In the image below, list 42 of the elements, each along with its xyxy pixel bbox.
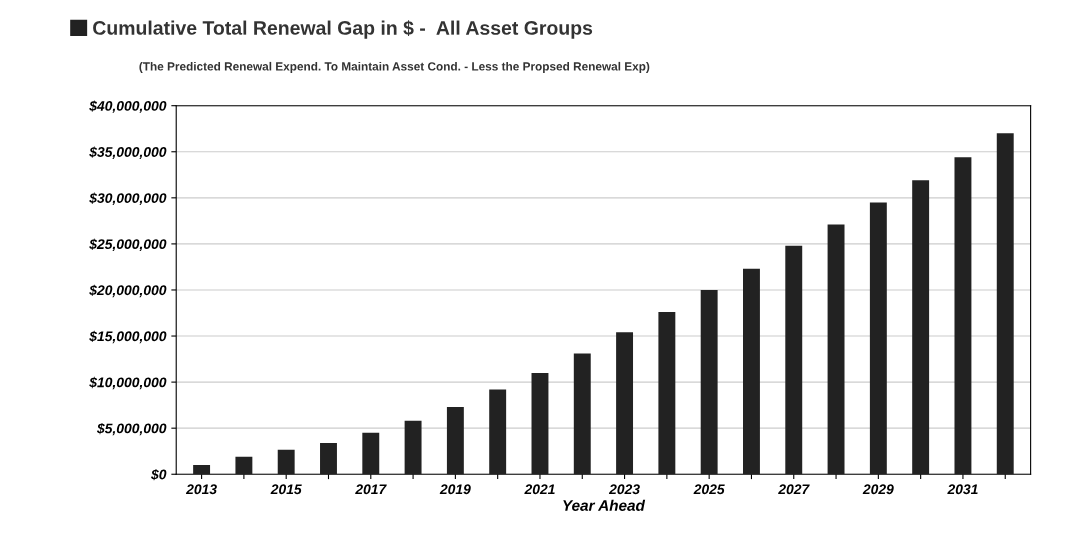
bar [954, 157, 972, 475]
legend-label: Cumulative Total Renewal Gap in $ - All Asset Groups [93, 20, 593, 39]
x-tick-label: 2013 [185, 484, 217, 495]
y-tick-label: $40,000,000 [89, 100, 167, 113]
bar [193, 465, 211, 475]
y-tick-label: $35,000,000 [89, 146, 167, 159]
x-tick-label: 2015 [270, 484, 302, 495]
bar [743, 268, 760, 475]
bar [616, 332, 634, 475]
x-tick-label: 2027 [778, 484, 810, 495]
x-tick-label: 2029 [862, 484, 894, 495]
bar [362, 432, 380, 475]
y-tick-label: $15,000,000 [89, 330, 167, 344]
bar [912, 180, 930, 475]
chart-subtitle: (The Predicted Renewal Expend. To Maintain Asset Cond. - Less the Propsed Renewal Exp) [139, 61, 650, 73]
x-tick-label: 2019 [439, 484, 471, 495]
y-tick-label: $10,000,000 [89, 376, 167, 390]
bar [658, 312, 676, 475]
y-tick-label: $30,000,000 [89, 192, 167, 206]
y-tick-label: $20,000,000 [89, 284, 167, 298]
x-tick-label: 2025 [693, 484, 725, 495]
bar [277, 449, 295, 475]
x-tick-label: 2021 [524, 484, 555, 495]
bar [996, 133, 1014, 475]
x-tick-label: 2017 [355, 484, 387, 495]
bar [235, 456, 253, 475]
bar [320, 442, 337, 475]
y-tick-label: $5,000,000 [96, 422, 167, 436]
x-tick-label: 2023 [608, 484, 640, 495]
bar [531, 372, 549, 475]
x-axis-title: Year Ahead [563, 499, 646, 511]
bar [785, 245, 803, 475]
bar [827, 224, 845, 475]
bar [700, 289, 718, 475]
bar [869, 202, 887, 475]
y-tick-label: $25,000,000 [89, 238, 167, 252]
bar [446, 406, 464, 475]
bar [404, 420, 422, 475]
bar [573, 353, 591, 475]
x-tick-label: 2031 [947, 484, 978, 495]
bar [489, 389, 507, 475]
y-tick-label: $0 [150, 468, 167, 481]
